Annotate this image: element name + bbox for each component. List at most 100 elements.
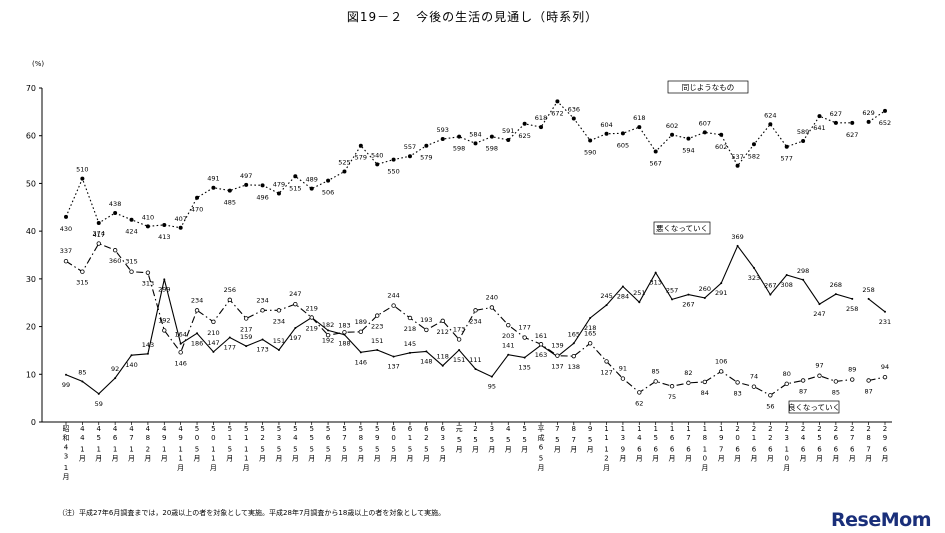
data-label: 308	[781, 281, 793, 289]
data-point	[408, 351, 411, 354]
data-label: 251	[633, 289, 645, 297]
data-point	[884, 310, 886, 313]
data-point	[162, 328, 167, 333]
data-label: 268	[830, 281, 842, 289]
data-label: 479	[273, 180, 285, 188]
data-label: 591	[502, 127, 514, 135]
data-label: 257	[666, 286, 678, 294]
data-label: 550	[387, 168, 399, 176]
data-label: 636	[568, 106, 580, 114]
data-label: 244	[387, 292, 399, 300]
data-label: 219	[305, 325, 317, 333]
data-point	[752, 266, 755, 269]
data-label: 424	[125, 228, 137, 236]
data-label: 127	[600, 368, 612, 376]
data-point	[474, 368, 477, 371]
data-point	[392, 355, 395, 358]
data-point	[817, 114, 822, 119]
data-label: 299	[158, 285, 170, 293]
data-label: 173	[453, 325, 465, 333]
data-label: 87	[864, 387, 872, 395]
data-point	[129, 269, 134, 274]
data-label: 627	[830, 110, 842, 118]
data-label: 183	[338, 322, 350, 330]
data-point	[522, 121, 527, 126]
data-point	[145, 270, 151, 275]
data-point	[751, 142, 756, 147]
series-lines	[65, 100, 886, 396]
y-tick-label: 50	[26, 179, 36, 188]
data-label: 594	[682, 147, 694, 155]
data-label: 141	[502, 342, 514, 350]
data-point	[113, 211, 118, 216]
data-point	[834, 293, 837, 296]
data-label: 85	[652, 367, 660, 375]
data-label: 118	[437, 353, 449, 361]
data-label: 470	[191, 206, 203, 214]
data-label: 210	[207, 329, 219, 337]
data-point	[785, 274, 788, 277]
data-point	[882, 374, 888, 380]
data-label: 212	[437, 328, 449, 336]
data-point	[424, 143, 429, 148]
data-point	[375, 162, 380, 167]
data-point	[702, 379, 708, 385]
data-point	[866, 119, 871, 124]
data-point	[506, 322, 511, 328]
data-label: 83	[733, 389, 741, 397]
data-label: 313	[142, 280, 154, 288]
data-label: 62	[635, 399, 643, 407]
data-label: 598	[453, 145, 465, 153]
data-label: 315	[125, 258, 137, 266]
data-label: 267	[682, 301, 694, 309]
data-label: 256	[224, 286, 236, 294]
data-point	[309, 186, 314, 191]
data-point	[670, 132, 675, 137]
data-label: 111	[469, 356, 481, 364]
data-label: 138	[568, 363, 580, 371]
data-label: 374	[93, 230, 105, 238]
data-label: 189	[355, 318, 367, 326]
data-point	[719, 369, 724, 374]
data-point	[391, 303, 396, 308]
data-label: 618	[535, 114, 547, 122]
data-label: 231	[879, 318, 891, 326]
data-point	[80, 176, 85, 181]
data-label: 537	[731, 153, 743, 161]
footnote: （注）平成27年6月調査までは，20歳以上の者を対象として実施。平成28年7月調…	[58, 509, 446, 517]
data-label: 159	[240, 333, 252, 341]
data-point	[571, 353, 576, 359]
series-line-1	[65, 100, 853, 229]
data-point	[637, 390, 642, 395]
data-point	[572, 342, 575, 345]
data-point	[802, 278, 805, 281]
data-label: 84	[701, 389, 709, 397]
data-label: 161	[535, 332, 547, 340]
data-point	[81, 380, 84, 383]
data-point	[686, 380, 691, 386]
data-label: 627	[846, 131, 858, 139]
data-point	[375, 313, 380, 318]
data-label: 489	[305, 176, 317, 184]
data-point	[523, 356, 526, 359]
data-point	[162, 222, 167, 227]
data-point	[784, 381, 789, 387]
data-point	[63, 259, 69, 264]
data-point	[833, 120, 838, 125]
data-label: 430	[60, 225, 72, 233]
data-label: 360	[109, 257, 121, 265]
data-point	[653, 149, 658, 154]
data-label: 56	[766, 402, 774, 410]
